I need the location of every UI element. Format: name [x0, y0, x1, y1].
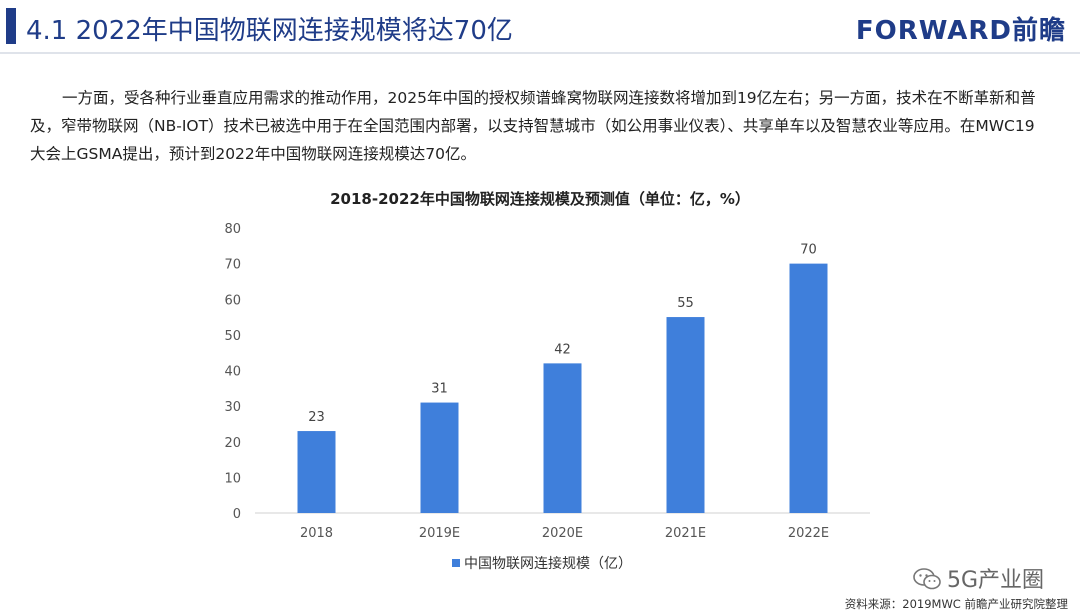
- wechat-icon: [913, 568, 941, 590]
- bar-2020E: [543, 363, 582, 513]
- legend: 中国物联网连接规模（亿）: [452, 555, 632, 572]
- y-tick-label: 10: [224, 471, 241, 486]
- data-label: 42: [554, 342, 571, 357]
- bar-2019E: [420, 402, 459, 513]
- y-tick-label: 80: [224, 222, 241, 237]
- y-tick-label: 20: [224, 436, 241, 451]
- y-tick-label: 70: [224, 258, 241, 273]
- legend-label: 中国物联网连接规模（亿）: [464, 555, 632, 572]
- y-tick-label: 40: [224, 365, 241, 380]
- y-tick-label: 60: [224, 293, 241, 308]
- y-axis: 0 10 20 30 40 50 60 70 80: [224, 222, 241, 522]
- x-tick-label: 2019E: [419, 526, 460, 541]
- wechat-watermark: 5G产业圈: [913, 562, 1044, 594]
- bar-2018: [297, 431, 336, 513]
- y-tick-label: 30: [224, 400, 241, 415]
- brand-logo: FORWARD前瞻: [855, 16, 1066, 46]
- bars-group: 23 31 42 55 70: [297, 243, 828, 513]
- source-note: 资料来源：2019MWC 前瞻产业研究院整理: [844, 597, 1068, 611]
- intro-text: 一方面，受各种行业垂直应用需求的推动作用，2025年中国的授权频谱蜂窝物联网连接…: [30, 89, 1036, 163]
- wechat-account: 5G产业圈: [946, 568, 1044, 593]
- x-tick-label: 2018: [300, 526, 333, 541]
- x-axis-labels: 2018 2019E 2020E 2021E 2022E: [300, 526, 829, 541]
- data-label: 55: [677, 296, 694, 311]
- chart-title: 2018-2022年中国物联网连接规模及预测值（单位：亿，%）: [330, 190, 750, 208]
- header-divider: [0, 52, 1080, 54]
- x-tick-label: 2021E: [665, 526, 706, 541]
- title-accent-bar: [6, 8, 16, 44]
- x-tick-label: 2022E: [788, 526, 829, 541]
- data-label: 70: [800, 243, 817, 258]
- intro-paragraph: 一方面，受各种行业垂直应用需求的推动作用，2025年中国的授权频谱蜂窝物联网连接…: [30, 84, 1054, 168]
- legend-swatch: [452, 559, 460, 567]
- y-tick-label: 0: [233, 507, 241, 522]
- bar-chart: 2018-2022年中国物联网连接规模及预测值（单位：亿，%） 0 10 20 30 4…: [0, 180, 1080, 590]
- bar-2021E: [666, 317, 705, 513]
- data-label: 31: [431, 382, 448, 397]
- y-tick-label: 50: [224, 329, 241, 344]
- data-label: 23: [308, 410, 325, 425]
- bar-2022E: [789, 263, 828, 513]
- x-tick-label: 2020E: [542, 526, 583, 541]
- chart-svg: 2018-2022年中国物联网连接规模及预测值（单位：亿，%） 0 10 20 30 4…: [224, 190, 870, 572]
- page-title: 4.1 2022年中国物联网连接规模将达70亿: [26, 16, 513, 46]
